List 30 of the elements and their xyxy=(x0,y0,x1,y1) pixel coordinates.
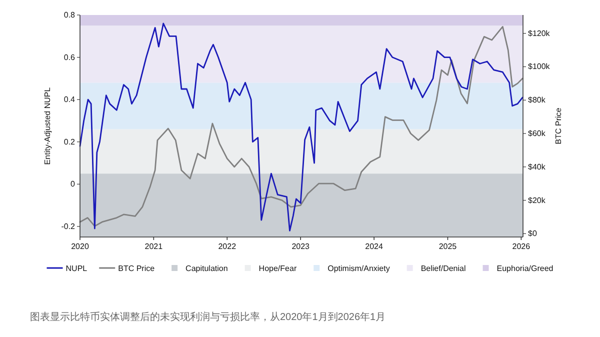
y2-tick-label: $60k xyxy=(528,129,546,138)
y-tick-label: 0 xyxy=(70,180,76,189)
text: 图表显示比特币实体调整后的未实现利润与亏损比率，从2020年1月到2026年1月 xyxy=(30,311,386,323)
y2-tick-label: $100k xyxy=(528,62,551,72)
x-tick-label: 2026 xyxy=(512,242,531,251)
x-tick-label: 2023 xyxy=(292,242,310,251)
y2-tick-label: $80k xyxy=(528,96,546,105)
x-tick-label: 2021 xyxy=(144,242,164,251)
legend-label: Belief/Denial xyxy=(420,264,466,273)
legend-label: Hope/Fear xyxy=(258,264,297,273)
legend-label: BTC Price xyxy=(118,264,156,273)
y-tick-label: 0.2 xyxy=(64,137,76,146)
y-tick-label: 0.4 xyxy=(64,95,76,104)
x-tick-label: 2020 xyxy=(71,242,90,251)
y2-tick-label: $40k xyxy=(528,162,546,172)
y2-tick-label: $20k xyxy=(528,196,546,205)
y2-tick-label: $120k xyxy=(528,28,551,38)
legend-label: Euphoria/Greed xyxy=(496,264,554,273)
y-tick-label: 0.8 xyxy=(64,10,76,20)
x-tick-label: 2025 xyxy=(438,242,458,251)
x-tick-label: 2024 xyxy=(365,242,384,251)
y2-tick-label: $0 xyxy=(528,229,538,238)
legend-label: NUPL xyxy=(66,264,88,273)
y-tick-label: -0.2 xyxy=(61,222,76,231)
y-axis-title: Entity-Adjusted NUPL xyxy=(43,86,52,165)
x-tick-label: 2022 xyxy=(218,242,237,251)
y-tick-label: 0.6 xyxy=(64,52,76,62)
y2-axis-title: BTC Price xyxy=(554,107,563,144)
legend-label: Capitulation xyxy=(186,264,228,273)
legend-label: Optimism/Anxiety xyxy=(328,264,390,273)
